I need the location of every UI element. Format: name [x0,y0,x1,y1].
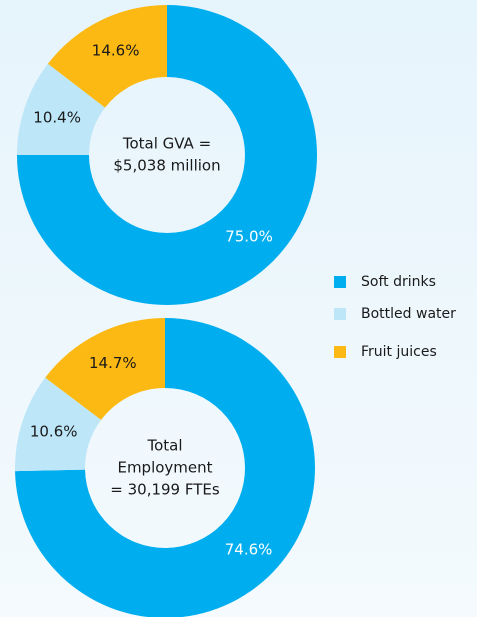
slice-label: 74.6% [225,540,273,558]
donut-slice [45,318,165,420]
donut-slice [17,5,317,305]
slice-label: 75.0% [225,228,273,246]
donut-slice [17,63,106,155]
slice-label: 10.4% [33,108,81,126]
center-text: = 30,199 FTEs [110,481,220,499]
donut-slice [14,377,102,472]
donut-slice [47,5,167,108]
legend-swatch [334,308,346,320]
center-text: Employment [117,459,212,477]
legend-label: Soft drinks [361,274,436,290]
legend-swatch [334,346,346,358]
center-text: Total GVA = [122,135,211,153]
slice-label: 14.7% [89,354,137,372]
legend-label: Bottled water [361,306,456,322]
legend-swatch [334,276,346,288]
slice-label: 10.6% [30,422,78,440]
center-text: $5,038 million [113,157,220,175]
donut-slice [15,318,315,617]
legend-label: Fruit juices [361,344,437,360]
center-text: Total [146,437,182,455]
slice-label: 14.6% [92,41,140,59]
